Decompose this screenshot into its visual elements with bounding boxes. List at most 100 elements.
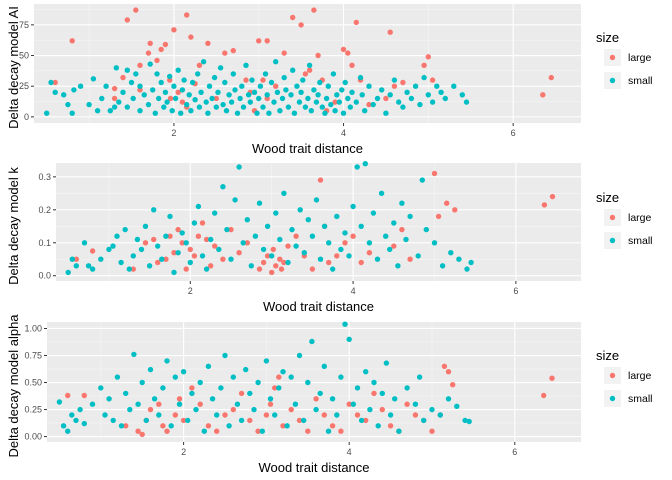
data-point-large bbox=[191, 253, 198, 259]
data-point-small bbox=[99, 95, 105, 102]
data-point-small bbox=[325, 428, 332, 434]
data-point-small bbox=[317, 390, 323, 397]
data-point-small bbox=[339, 87, 345, 93]
legend-label-small: small bbox=[628, 235, 653, 247]
y-tick-label: 0.2 bbox=[38, 205, 51, 215]
data-point-small bbox=[56, 399, 63, 405]
data-point-small bbox=[313, 406, 319, 413]
x-tick-label: 2 bbox=[171, 128, 176, 138]
data-point-small bbox=[243, 62, 249, 68]
data-point-small bbox=[239, 83, 245, 89]
data-point-small bbox=[211, 74, 218, 81]
data-point-large bbox=[222, 412, 228, 418]
data-point-small bbox=[298, 89, 304, 96]
data-point-large bbox=[541, 392, 547, 399]
data-point-small bbox=[200, 59, 207, 65]
data-point-large bbox=[371, 390, 377, 397]
data-point-large bbox=[188, 34, 194, 40]
data-point-small bbox=[107, 108, 114, 114]
data-point-small bbox=[234, 401, 241, 407]
data-point-small bbox=[150, 87, 156, 93]
data-point-small bbox=[276, 385, 282, 391]
data-point-small bbox=[71, 87, 77, 93]
data-point-small bbox=[65, 428, 71, 434]
data-point-small bbox=[103, 83, 109, 89]
data-point-small bbox=[86, 101, 92, 108]
legend-swatch-small bbox=[609, 395, 616, 402]
data-point-small bbox=[114, 233, 120, 239]
data-point-large bbox=[81, 392, 88, 399]
data-point-small bbox=[425, 92, 431, 98]
data-point-small bbox=[268, 79, 275, 86]
data-point-small bbox=[164, 99, 170, 105]
data-point-small bbox=[126, 266, 132, 272]
legend-label-small: small bbox=[628, 393, 653, 405]
data-point-small bbox=[215, 89, 221, 96]
data-point-large bbox=[65, 392, 71, 399]
data-point-large bbox=[270, 246, 276, 253]
data-point-large bbox=[317, 177, 324, 183]
data-point-small bbox=[198, 89, 204, 96]
data-point-small bbox=[184, 101, 190, 108]
data-point-small bbox=[462, 417, 468, 424]
data-point-large bbox=[171, 27, 177, 33]
data-point-large bbox=[332, 99, 338, 105]
data-point-large bbox=[183, 266, 189, 272]
data-point-large bbox=[391, 243, 397, 249]
data-point-small bbox=[434, 83, 440, 89]
data-point-large bbox=[549, 375, 555, 381]
data-point-large bbox=[309, 266, 316, 272]
data-point-small bbox=[222, 352, 228, 359]
legend-title: size bbox=[596, 190, 619, 205]
data-point-small bbox=[421, 417, 427, 424]
data-point-large bbox=[243, 77, 249, 83]
data-point-large bbox=[399, 226, 405, 233]
data-point-small bbox=[392, 396, 398, 402]
data-point-small bbox=[273, 59, 279, 65]
data-point-small bbox=[456, 256, 462, 262]
data-point-small bbox=[164, 358, 170, 364]
data-point-large bbox=[407, 256, 413, 262]
data-point-large bbox=[280, 423, 286, 429]
data-point-small bbox=[120, 89, 126, 96]
data-point-small bbox=[285, 104, 292, 110]
data-point-small bbox=[300, 77, 306, 83]
data-point-small bbox=[244, 217, 250, 223]
data-point-large bbox=[89, 248, 96, 254]
data-point-small bbox=[209, 396, 216, 402]
data-point-large bbox=[230, 406, 236, 413]
data-point-large bbox=[345, 50, 351, 56]
legend-swatch-small bbox=[609, 77, 616, 84]
data-point-small bbox=[259, 428, 265, 434]
data-point-small bbox=[302, 104, 309, 110]
data-point-small bbox=[313, 99, 320, 105]
data-point-small bbox=[279, 95, 286, 102]
panel-3: 2 4 6 0.00 0.25 0.50 0.75 1.00 Wood trait distan… bbox=[6, 314, 653, 475]
data-point-small bbox=[293, 243, 299, 249]
data-point-small bbox=[52, 89, 58, 96]
data-point-large bbox=[124, 17, 130, 23]
data-point-large bbox=[212, 243, 218, 249]
data-point-large bbox=[326, 259, 332, 266]
data-point-small bbox=[106, 246, 112, 253]
data-point-large bbox=[264, 95, 270, 102]
data-point-large bbox=[69, 38, 75, 44]
data-point-small bbox=[167, 213, 173, 220]
data-point-small bbox=[213, 104, 219, 110]
data-point-large bbox=[302, 71, 309, 77]
data-point-small bbox=[172, 374, 178, 380]
data-point-small bbox=[113, 65, 120, 71]
data-point-small bbox=[296, 99, 303, 105]
data-point-small bbox=[205, 363, 212, 369]
data-point-small bbox=[171, 83, 177, 89]
data-point-small bbox=[366, 83, 372, 89]
data-point-small bbox=[354, 164, 360, 170]
data-point-small bbox=[152, 110, 158, 116]
data-point-small bbox=[266, 110, 272, 116]
data-point-large bbox=[404, 401, 410, 407]
data-point-small bbox=[187, 259, 193, 266]
data-point-small bbox=[69, 256, 76, 262]
data-point-large bbox=[222, 50, 228, 56]
data-point-small bbox=[321, 363, 327, 369]
data-point-small bbox=[254, 110, 260, 116]
